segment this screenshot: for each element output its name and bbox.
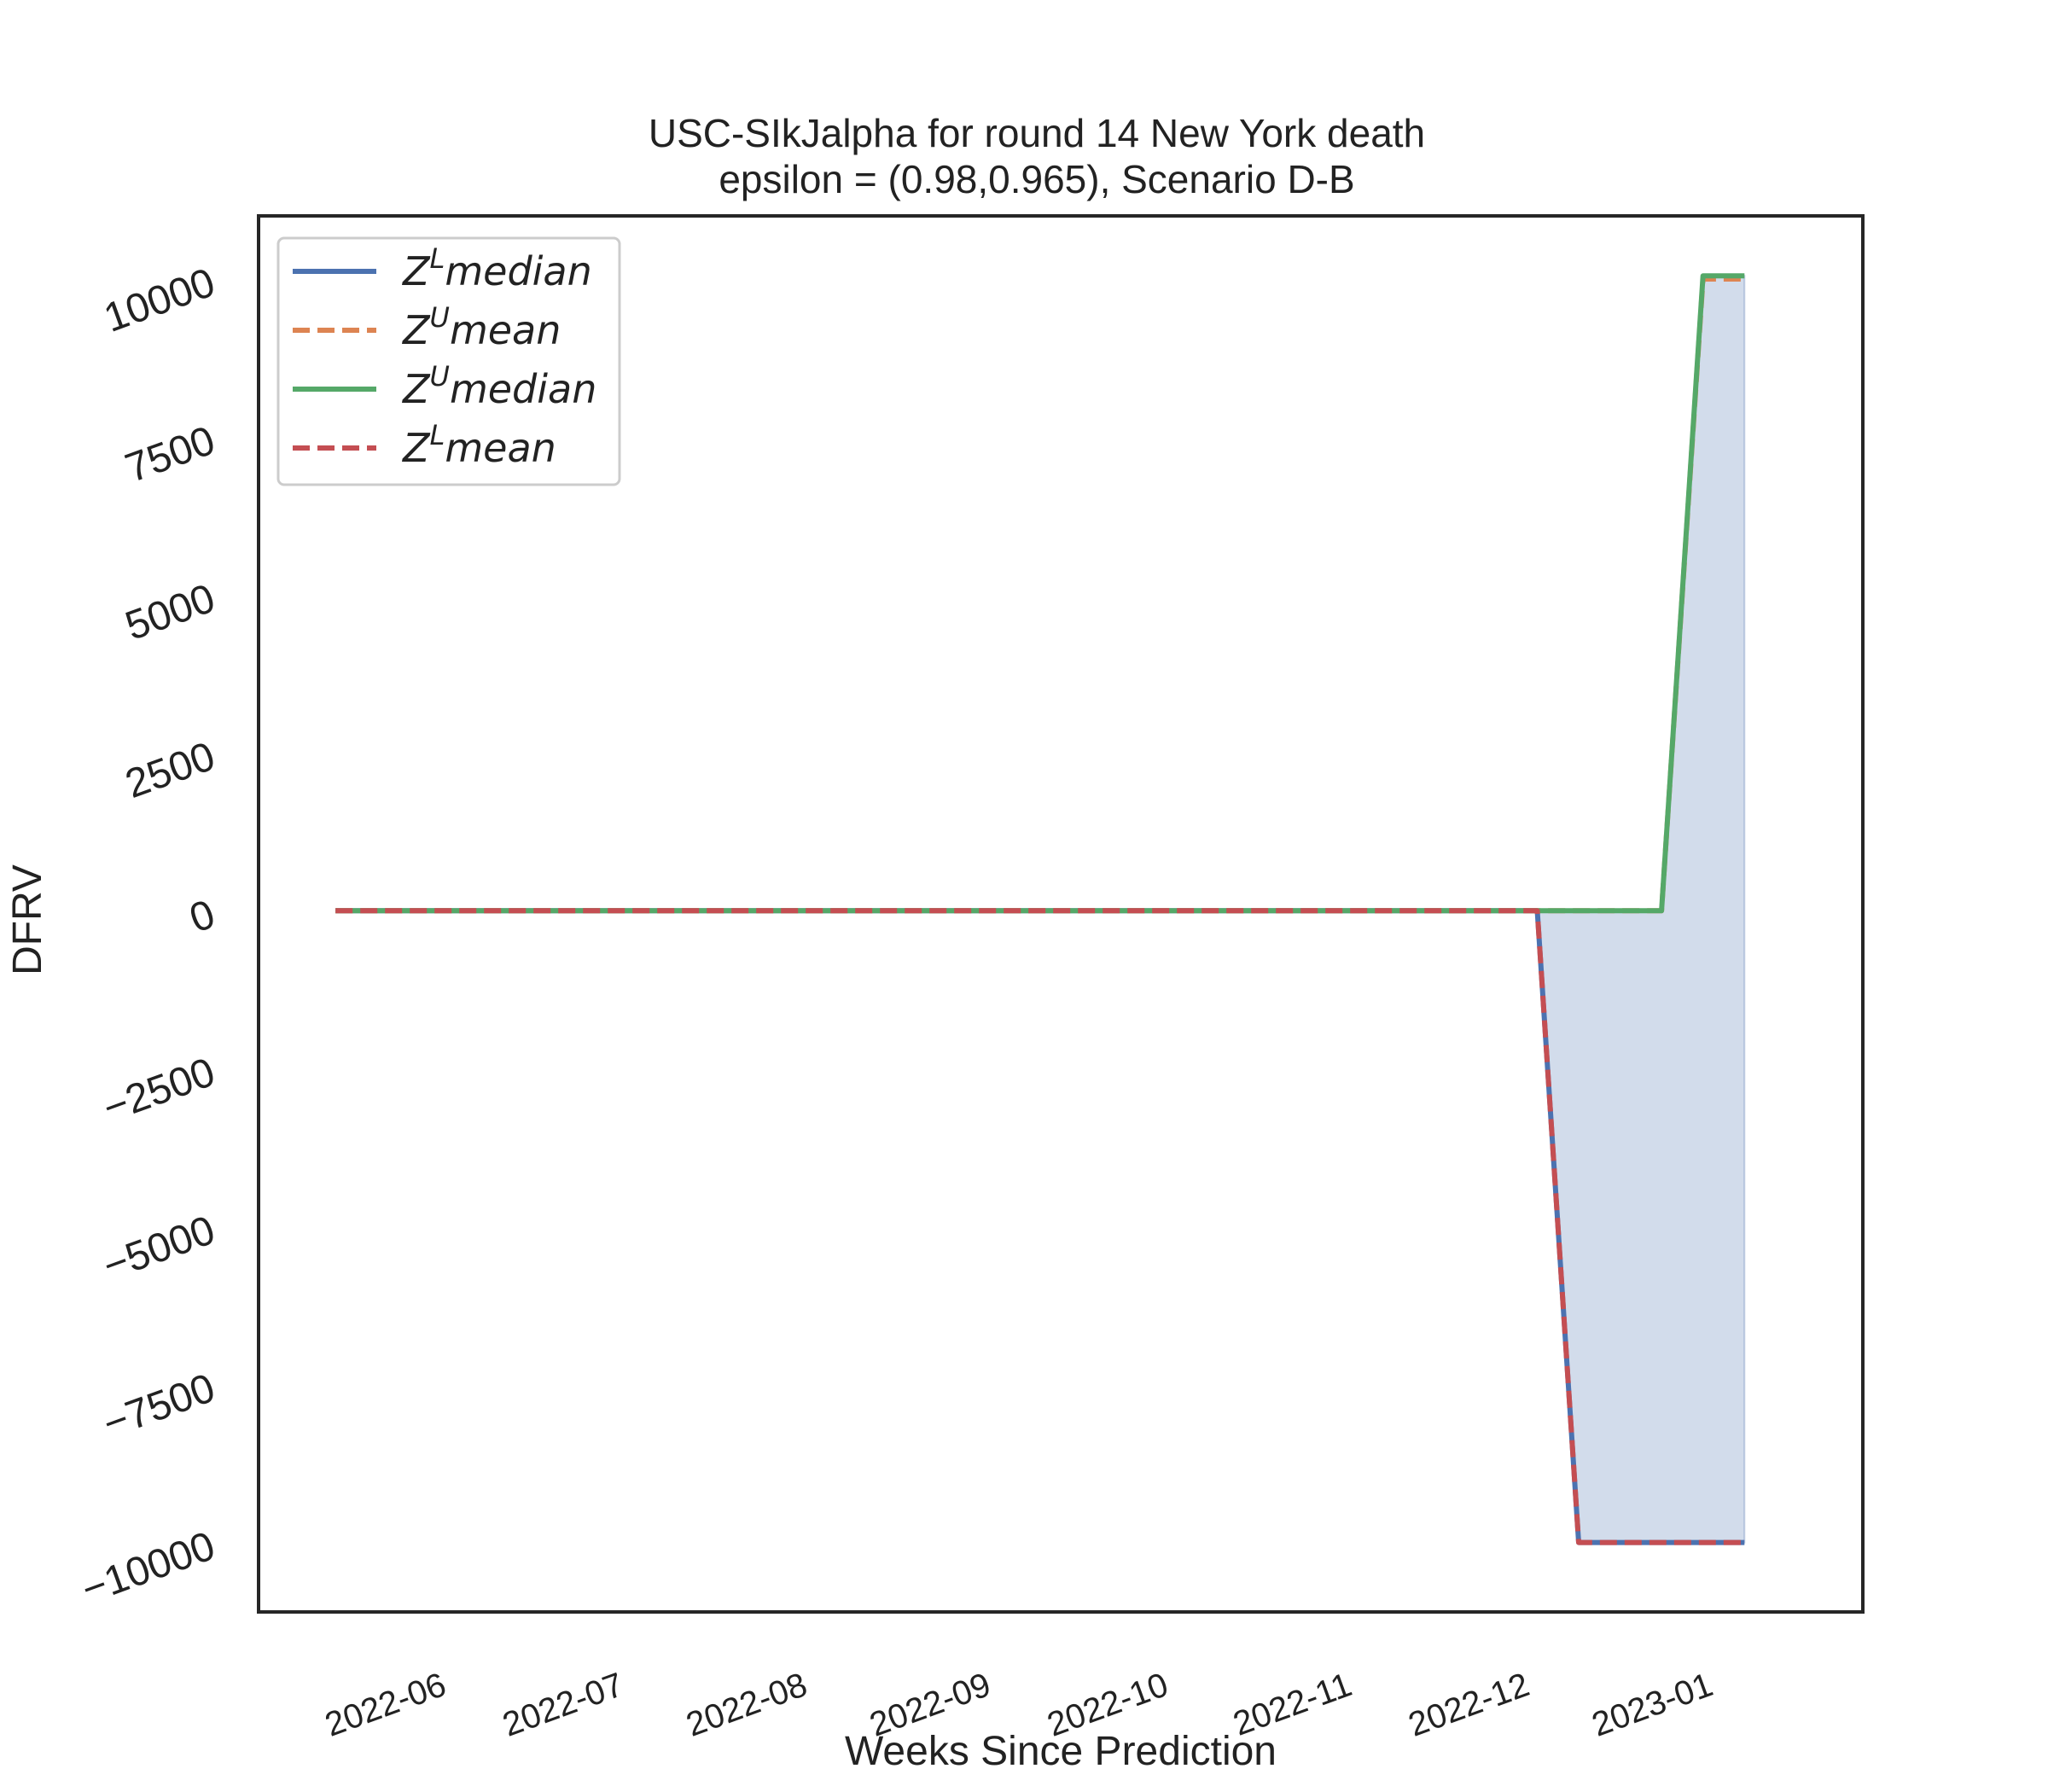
plot-area <box>335 273 1746 1545</box>
y-axis-ticks: 10000 7500 5000 2500 0 −2500 −5000 −7500 −10000 <box>76 260 221 1614</box>
legend: ZLmedian ZUmean ZUmedian ZLmean <box>276 236 621 486</box>
x-tick-label: 2022-06 <box>320 1666 451 1744</box>
chart-subtitle: epsilon = (0.98,0.965), Scenario D-B <box>719 157 1354 201</box>
y-tick-label: 5000 <box>119 576 220 649</box>
y-tick-label: −7500 <box>97 1365 221 1447</box>
x-tick-label: 2022-07 <box>497 1666 628 1744</box>
plot-frame <box>257 214 1865 1614</box>
y-tick-label: −5000 <box>97 1207 221 1289</box>
series-line-4 <box>335 908 1745 1545</box>
y-tick-label: −2500 <box>97 1050 221 1132</box>
x-tick-label: 2022-08 <box>682 1666 812 1744</box>
legend-label: ZUmedian <box>401 360 596 412</box>
chart-title: USC-SIkJalpha for round 14 New York deat… <box>649 111 1425 155</box>
y-tick-label: 0 <box>184 892 221 942</box>
legend-box <box>276 236 621 486</box>
x-tick-label: 2023-01 <box>1587 1666 1718 1744</box>
legend-label: ZLmedian <box>401 242 592 294</box>
legend-label: ZUmean <box>401 301 561 353</box>
y-axis-label: DFRV <box>5 864 50 975</box>
series-line-1 <box>335 908 1745 1545</box>
y-tick-label: 7500 <box>119 418 220 492</box>
x-tick-label: 2022-12 <box>1404 1666 1534 1744</box>
legend-label: ZLmean <box>401 419 556 471</box>
y-tick-label: −10000 <box>76 1523 221 1613</box>
x-axis-label: Weeks Since Prediction <box>845 1729 1277 1774</box>
y-tick-label: 2500 <box>119 734 220 807</box>
y-tick-label: 10000 <box>98 260 221 341</box>
